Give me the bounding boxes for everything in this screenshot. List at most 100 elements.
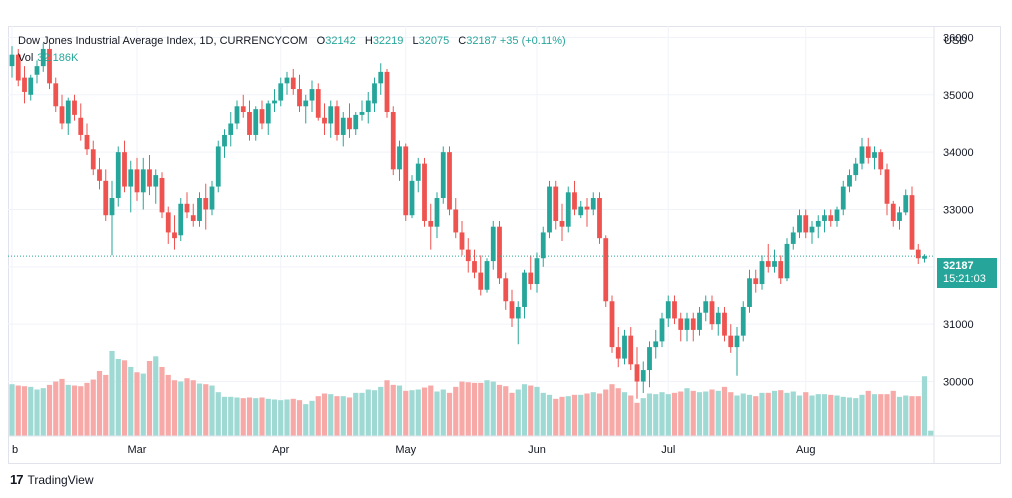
volume-bar [240,398,246,436]
volume-bar [859,394,865,436]
candle-body [128,169,134,187]
candle-body [709,301,715,325]
candle-body [634,364,640,382]
volume-bar [184,378,190,436]
chart-frame [8,26,1001,464]
volume-bar [571,394,578,436]
candle-body [784,243,790,279]
volume-bar [215,392,221,436]
volume-bar [609,384,615,436]
volume-bar [784,392,790,436]
candle-body [234,106,240,124]
volume-bar [546,394,553,436]
candle-body [303,100,309,107]
volume-bar [578,394,584,436]
volume-bar [840,396,846,436]
volume-bar [728,392,734,436]
candle-body [803,215,809,233]
volume-bar [490,381,496,436]
volume-bar [809,395,815,436]
candlestick-chart[interactable]: 30000310003200033000340003500036000 bMar… [8,26,1001,464]
volume-bar [78,386,84,436]
volume-bar [890,390,896,436]
candle-body [265,103,271,124]
last-price-tag: 32187 15:21:03 [937,258,997,288]
volume-bar [309,400,315,436]
candle-body [903,195,909,213]
volume-bar [140,373,146,436]
volume-bar [196,383,203,436]
time-axis[interactable]: b Mar Apr May Jun Jul Aug [12,444,816,456]
volume-bar [515,389,521,436]
candle-body [322,117,327,124]
volume-bar [303,404,309,436]
volume-bar [621,392,628,436]
candle-body [434,198,440,227]
volume-legend: Vol 32.186K [18,52,78,64]
volume-bar [403,390,409,436]
volume-bar [153,356,159,436]
candle-body [915,249,921,259]
candle-body [447,152,452,210]
volume-bar [603,389,609,436]
candle-body [353,114,359,130]
volume-bar [15,385,21,436]
price-tick-label: 36000 [943,32,974,44]
volume-value: 32.186K [37,52,79,64]
volume-bar [896,396,903,436]
candle-body [65,100,71,124]
last-price-value: 32187 [943,260,974,272]
volume-bar [853,398,859,436]
volume-bar [503,386,509,436]
candle-body [865,146,871,158]
volume-bar [590,392,596,436]
symbol-title[interactable]: Dow Jones Industrial Average Index, 1D, … [18,35,308,47]
volume-bar [659,392,665,436]
candle-body [734,335,740,348]
volume-bar [734,395,740,436]
volume-bar [46,384,53,436]
candle-body [428,220,434,227]
candle-body [365,100,371,113]
volume-bar [65,384,71,436]
tradingview-brand[interactable]: 17 TradingView [10,472,94,487]
candle-body [753,278,759,285]
volume-bar [115,358,121,436]
volume-bar [540,392,546,436]
change-value: +35 (+0.11%) [499,35,566,47]
candle-body [603,238,609,302]
candle-body [40,48,46,67]
price-axis[interactable]: 30000310003200033000340003500036000 [943,32,974,388]
volume-bar [84,382,90,436]
volume-bar [709,389,715,436]
candle-body [178,203,184,236]
candle-body [703,301,709,313]
candle-body [859,146,865,164]
candle-body [147,169,152,187]
candle-body [678,318,684,330]
volume-bar [703,391,709,436]
candle-body [759,261,765,285]
volume-bar [884,394,890,436]
candle-body [765,261,771,267]
low-value: 32075 [418,35,450,47]
volume-bar [353,392,359,436]
volume-bar [71,385,78,436]
candle-body [15,54,21,81]
candle-body [540,232,546,259]
volume-bar [90,379,96,436]
candle-body [297,89,302,107]
candle-body [465,249,471,262]
candle-body [9,54,15,67]
candle-body [878,152,884,170]
candle-body [440,152,446,199]
candle-body [284,77,290,84]
candle-body [622,335,627,359]
candle-body [778,261,784,279]
volume-label[interactable]: Vol [18,52,34,64]
volume-bar [471,382,478,436]
candle-body [397,146,402,170]
candle-body [315,89,321,118]
volume-bar [446,392,453,436]
open-value: 32142 [325,35,356,47]
